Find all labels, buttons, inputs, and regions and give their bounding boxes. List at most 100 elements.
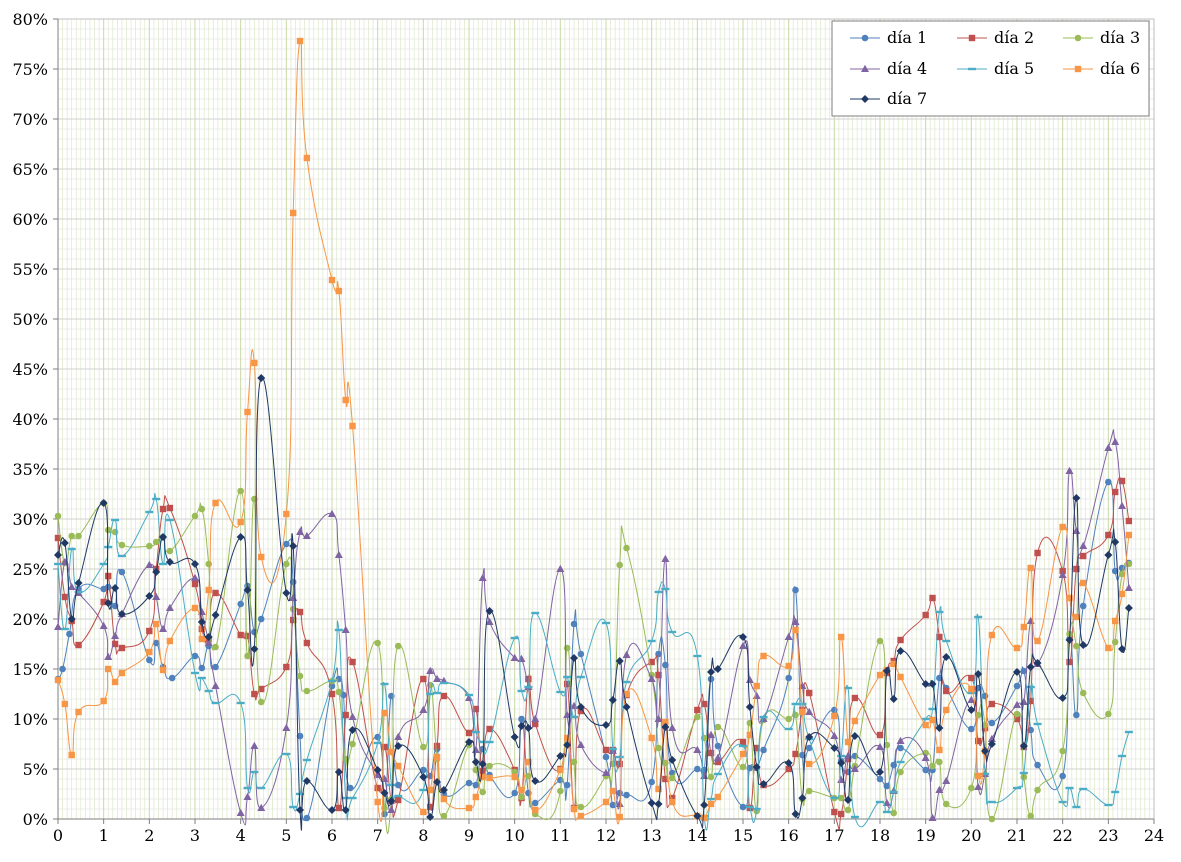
data-point — [54, 534, 62, 542]
x-tick-label: 16 — [778, 826, 798, 845]
data-point — [850, 732, 859, 740]
data-point — [1118, 590, 1126, 598]
legend-box — [831, 20, 1150, 117]
data-point — [1027, 812, 1034, 820]
x-tick-label: 19 — [915, 826, 935, 845]
data-point — [661, 723, 670, 731]
data-point — [622, 703, 631, 711]
data-point — [837, 794, 845, 802]
data-point — [485, 607, 494, 615]
data-point — [303, 639, 311, 647]
gridlines — [57, 18, 1155, 820]
data-point — [510, 636, 519, 640]
data-point — [890, 809, 897, 817]
data-point — [531, 777, 540, 785]
data-point — [1072, 494, 1081, 502]
data-point — [111, 640, 119, 648]
legend-item: día 6 — [1063, 59, 1140, 78]
data-point — [623, 690, 630, 698]
data-point — [471, 758, 480, 766]
data-point — [59, 665, 66, 673]
data-point — [922, 766, 929, 774]
data-point — [798, 794, 807, 802]
data-point — [968, 725, 975, 733]
legend-item: día 3 — [1063, 28, 1140, 47]
data-point — [785, 662, 792, 670]
data-point — [237, 518, 244, 526]
data-point — [334, 628, 343, 632]
data-point — [237, 631, 244, 639]
data-point — [531, 799, 539, 807]
data-point — [1020, 773, 1028, 781]
data-point — [668, 630, 677, 634]
data-point — [191, 580, 199, 588]
x-tick-label: 2 — [144, 826, 154, 845]
data-point — [104, 599, 113, 607]
y-tick-label: 10% — [12, 710, 48, 729]
data-point — [204, 638, 213, 646]
data-point — [968, 685, 975, 693]
y-tick-label: 15% — [12, 660, 48, 679]
data-point — [753, 682, 760, 690]
data-point — [792, 586, 799, 594]
data-point — [921, 680, 930, 688]
data-point — [1111, 488, 1119, 496]
x-tick-label: 17 — [824, 826, 844, 845]
data-point — [146, 656, 153, 664]
data-point — [707, 797, 716, 801]
data-point — [714, 758, 722, 766]
data-point — [198, 625, 206, 633]
data-point — [328, 509, 336, 517]
data-point — [662, 775, 669, 783]
data-point — [654, 800, 663, 808]
data-point — [236, 808, 245, 816]
data-point — [1079, 689, 1087, 697]
data-point — [784, 727, 793, 731]
y-tick-label: 70% — [12, 110, 48, 129]
data-point — [472, 705, 480, 713]
data-point — [328, 806, 336, 814]
data-point — [668, 774, 676, 782]
data-point — [440, 812, 448, 820]
data-point — [739, 738, 747, 746]
y-tick-label: 60% — [12, 210, 48, 229]
data-point — [191, 652, 199, 660]
data-point — [191, 604, 199, 612]
data-point — [303, 814, 311, 822]
data-point — [929, 716, 936, 724]
data-point — [647, 799, 656, 807]
data-point — [68, 532, 75, 540]
data-point — [380, 682, 389, 686]
data-point — [524, 685, 533, 689]
x-tick-label: 0 — [53, 826, 63, 845]
data-point — [426, 786, 434, 794]
data-point — [152, 620, 160, 628]
data-point — [1019, 742, 1028, 750]
data-point — [890, 660, 897, 668]
data-point — [882, 810, 891, 814]
data-point — [889, 695, 898, 703]
data-point — [655, 671, 662, 679]
data-point — [211, 611, 220, 619]
data-point — [105, 665, 112, 673]
data-point — [1111, 538, 1120, 546]
data-point — [1073, 565, 1080, 573]
x-tick-label: 24 — [1144, 826, 1164, 845]
data-point — [439, 786, 448, 794]
data-point — [465, 779, 473, 787]
data-point — [426, 692, 435, 696]
data-point — [394, 732, 403, 740]
data-point — [296, 672, 304, 680]
data-point — [987, 800, 996, 804]
data-point — [974, 772, 982, 780]
data-point — [211, 681, 220, 689]
data-point — [387, 805, 396, 813]
data-point — [394, 781, 402, 789]
data-point — [478, 760, 487, 768]
data-point — [753, 744, 760, 752]
data-point — [387, 797, 396, 805]
data-point — [935, 785, 944, 793]
data-point — [244, 632, 251, 640]
data-point — [805, 707, 814, 715]
